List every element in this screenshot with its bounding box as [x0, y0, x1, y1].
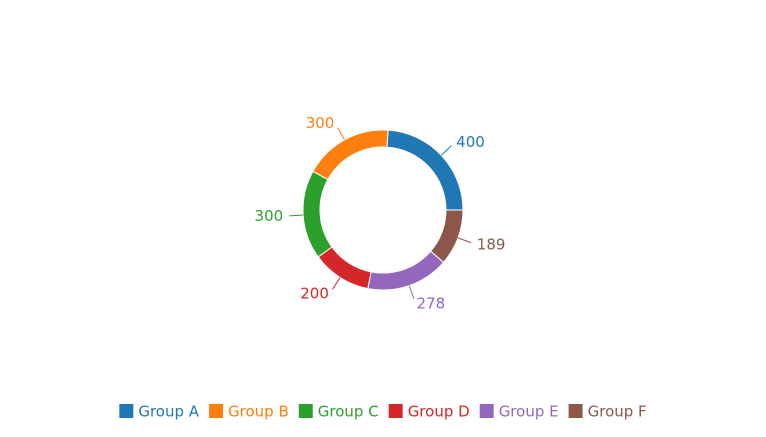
legend-label-group-c: Group C	[318, 402, 379, 420]
leader-line-group-e	[408, 285, 415, 299]
legend-label-group-b: Group B	[228, 402, 289, 420]
leader-line-group-b	[337, 127, 345, 141]
legend-label-group-d: Group D	[408, 402, 470, 420]
leader-line-group-c	[289, 214, 304, 217]
leader-line-group-d	[332, 277, 341, 290]
legend-item-group-d[interactable]: Group D	[388, 402, 470, 420]
legend-item-group-c[interactable]: Group C	[298, 402, 379, 420]
legend-item-group-b[interactable]: Group B	[209, 402, 289, 420]
legend-swatch-group-d	[388, 404, 403, 418]
slice-value-labels: 400 300 300 200 278 189	[255, 114, 506, 312]
legend-item-group-a[interactable]: Group A	[119, 402, 200, 420]
slice-group-b[interactable]	[312, 129, 389, 181]
value-label-group-d: 200	[300, 285, 329, 303]
value-label-group-c: 300	[255, 207, 284, 225]
donut-slices	[302, 129, 464, 291]
value-label-group-e: 278	[417, 295, 446, 313]
slice-group-f[interactable]	[429, 209, 464, 263]
value-label-group-a: 400	[456, 133, 485, 151]
slice-group-e[interactable]	[367, 250, 445, 291]
slice-group-d[interactable]	[317, 246, 372, 290]
value-label-group-f: 189	[477, 236, 506, 254]
legend-label-group-e: Group E	[499, 402, 559, 420]
chart-legend: Group A Group B Group C Group D Group E Group…	[119, 402, 647, 420]
slice-leader-lines	[289, 127, 472, 299]
leader-line-group-f	[457, 237, 472, 244]
legend-swatch-group-a	[119, 404, 134, 418]
legend-swatch-group-c	[298, 404, 313, 418]
legend-swatch-group-f	[568, 404, 583, 418]
legend-label-group-f: Group F	[588, 402, 647, 420]
leader-line-group-a	[440, 145, 452, 156]
legend-swatch-group-b	[209, 404, 224, 418]
slice-group-c[interactable]	[302, 170, 333, 258]
value-label-group-b: 300	[306, 114, 335, 132]
legend-item-group-f[interactable]: Group F	[568, 402, 647, 420]
legend-label-group-a: Group A	[138, 402, 199, 420]
legend-swatch-group-e	[479, 404, 494, 418]
slice-group-a[interactable]	[386, 129, 464, 211]
legend-item-group-e[interactable]: Group E	[479, 402, 559, 420]
